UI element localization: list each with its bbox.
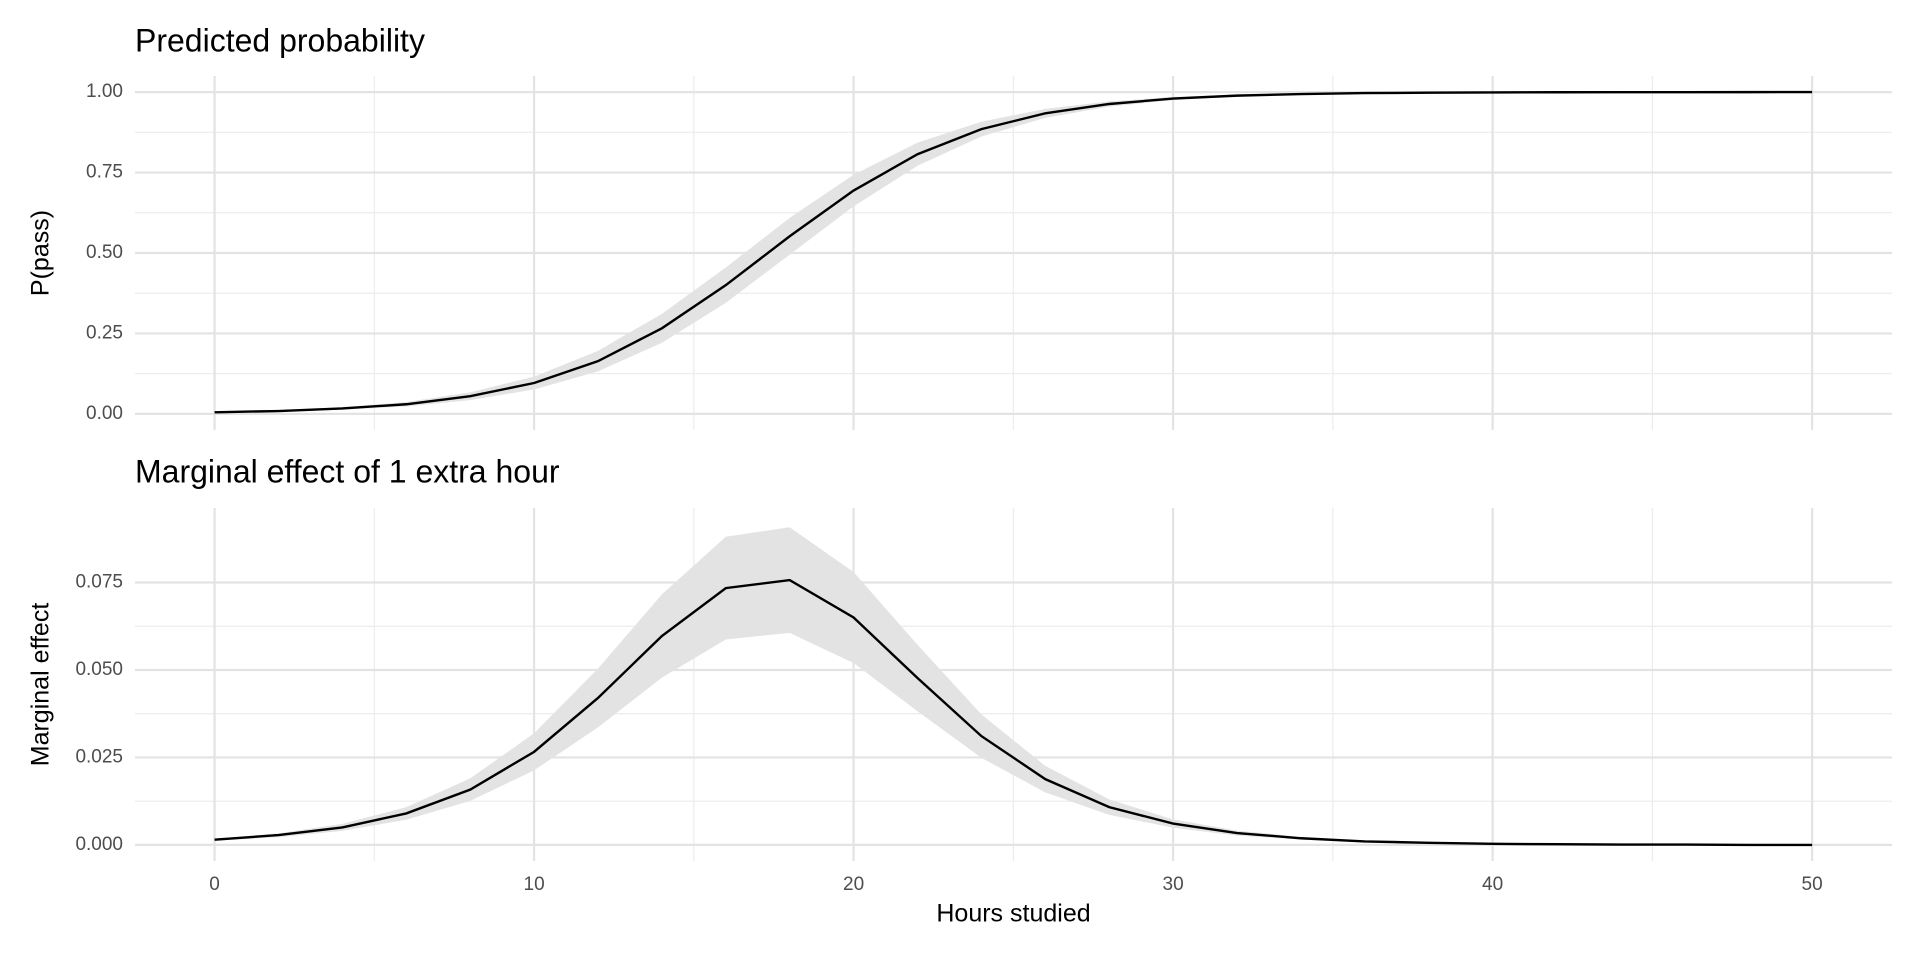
x-axis-title: Hours studied bbox=[936, 900, 1090, 928]
x-tick-label: 50 bbox=[1802, 874, 1823, 895]
y-tick-label: 0.00 bbox=[86, 403, 123, 424]
x-tick-label: 10 bbox=[524, 874, 545, 895]
x-tick-label: 30 bbox=[1163, 874, 1184, 895]
line bbox=[214, 578, 1813, 847]
x-tick-label: 40 bbox=[1482, 874, 1503, 895]
y-tick-label: 0.75 bbox=[86, 162, 123, 183]
y-tick-label: 0.025 bbox=[75, 746, 123, 767]
y-axis-title: P(pass) bbox=[27, 210, 55, 296]
y-tick-label: 1.00 bbox=[86, 81, 123, 102]
panel-title: Marginal effect of 1 extra hour bbox=[135, 453, 560, 489]
x-tick-label: 20 bbox=[843, 874, 864, 895]
line bbox=[214, 90, 1813, 414]
panel-title: Predicted probability bbox=[135, 22, 425, 58]
y-tick-label: 0.075 bbox=[75, 572, 123, 593]
y-tick-label: 0.050 bbox=[75, 659, 123, 680]
y-axis-title: Marginal effect bbox=[27, 603, 55, 767]
y-tick-label: 0.50 bbox=[86, 242, 123, 263]
y-tick-label: 0.000 bbox=[75, 834, 123, 855]
x-tick-label: 0 bbox=[209, 874, 220, 895]
y-tick-label: 0.25 bbox=[86, 322, 123, 343]
